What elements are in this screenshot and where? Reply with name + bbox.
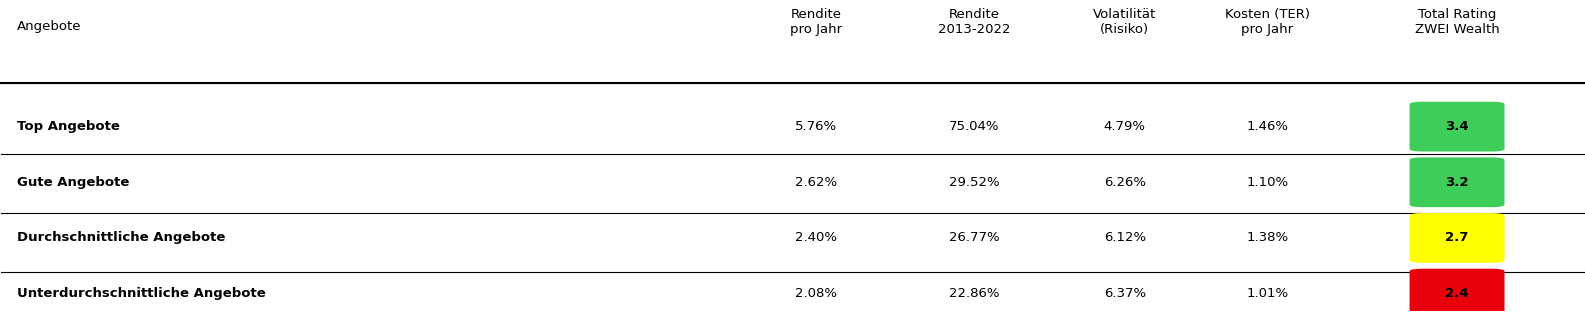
- Text: Volatilität
(Risiko): Volatilität (Risiko): [1094, 7, 1157, 36]
- Text: 2.7: 2.7: [1446, 232, 1469, 244]
- Text: 29.52%: 29.52%: [949, 176, 1000, 189]
- Text: Unterdurchschnittliche Angebote: Unterdurchschnittliche Angebote: [17, 287, 266, 300]
- FancyBboxPatch shape: [1409, 102, 1504, 152]
- Text: 2.08%: 2.08%: [796, 287, 837, 300]
- Text: 22.86%: 22.86%: [949, 287, 1000, 300]
- Text: 1.10%: 1.10%: [1246, 176, 1289, 189]
- Text: 5.76%: 5.76%: [796, 120, 837, 133]
- Text: 1.38%: 1.38%: [1246, 232, 1289, 244]
- Text: 2.62%: 2.62%: [796, 176, 837, 189]
- Text: 3.2: 3.2: [1446, 176, 1469, 189]
- Text: Gute Angebote: Gute Angebote: [17, 176, 130, 189]
- Text: 6.37%: 6.37%: [1103, 287, 1146, 300]
- Text: 2.4: 2.4: [1446, 287, 1469, 300]
- FancyBboxPatch shape: [1409, 157, 1504, 207]
- Text: Rendite
2013-2022: Rendite 2013-2022: [938, 7, 1011, 36]
- Text: 1.01%: 1.01%: [1246, 287, 1289, 300]
- Text: Total Rating
ZWEI Wealth: Total Rating ZWEI Wealth: [1415, 7, 1499, 36]
- FancyBboxPatch shape: [1409, 269, 1504, 312]
- FancyBboxPatch shape: [1409, 213, 1504, 263]
- Text: Top Angebote: Top Angebote: [17, 120, 120, 133]
- Text: 1.46%: 1.46%: [1246, 120, 1289, 133]
- Text: Durchschnittliche Angebote: Durchschnittliche Angebote: [17, 232, 225, 244]
- Text: 26.77%: 26.77%: [949, 232, 1000, 244]
- Text: 6.26%: 6.26%: [1103, 176, 1146, 189]
- Text: 4.79%: 4.79%: [1103, 120, 1146, 133]
- Text: Kosten (TER)
pro Jahr: Kosten (TER) pro Jahr: [1225, 7, 1309, 36]
- Text: Angebote: Angebote: [17, 20, 82, 33]
- Text: 6.12%: 6.12%: [1103, 232, 1146, 244]
- Text: Rendite
pro Jahr: Rendite pro Jahr: [791, 7, 842, 36]
- Text: 3.4: 3.4: [1446, 120, 1469, 133]
- Text: 2.40%: 2.40%: [796, 232, 837, 244]
- Text: 75.04%: 75.04%: [949, 120, 1000, 133]
